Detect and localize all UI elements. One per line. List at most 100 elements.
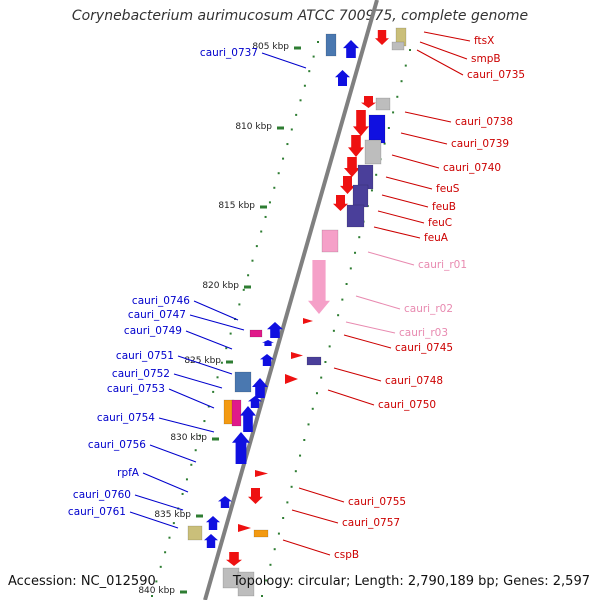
tick-dot-right	[282, 517, 285, 519]
gene-arrow-forward	[248, 396, 262, 408]
gene-block	[237, 571, 255, 597]
right-label-9-leader	[373, 226, 421, 239]
tick-dot-right	[387, 127, 390, 129]
left-label-7: cauri_0754	[97, 412, 155, 424]
genome-backbone	[203, 0, 379, 600]
tick-dot-left	[264, 215, 267, 218]
tick-dot-left	[216, 376, 219, 379]
gene-block	[306, 356, 322, 366]
tick-dot-left	[290, 128, 293, 131]
tick-dot-right	[345, 283, 348, 285]
right-label-1: smpB	[471, 53, 501, 65]
tick-dot-left	[151, 595, 153, 597]
left-label-11: cauri_0761	[68, 506, 126, 518]
ruler-label: 805 kbp	[252, 42, 289, 52]
tick-dot-right	[294, 470, 297, 473]
right-label-12: cauri_r03	[399, 327, 448, 339]
tick-dot-right	[311, 407, 314, 410]
rna-block-cauri_r01	[321, 229, 339, 253]
tick-dot-right	[404, 64, 407, 67]
tick-dot-right	[324, 361, 327, 363]
right-label-6: feuS	[436, 183, 460, 195]
gene-arrow-small	[262, 340, 274, 346]
left-label-1: cauri_0746	[132, 295, 190, 307]
genome-summary-text: Topology: circular; Length: 2,790,189 bp…	[232, 574, 590, 589]
tick-dot-right	[290, 485, 293, 488]
gene-block-cspB	[253, 529, 269, 538]
tick-dot-left	[220, 361, 223, 364]
gene-arrow-forward	[343, 40, 359, 58]
right-label-5-leader	[391, 154, 440, 169]
gene-block-cauri_0746	[249, 329, 263, 338]
left-label-2: cauri_0747	[128, 309, 186, 321]
right-label-1-leader	[419, 41, 468, 60]
right-label-12-leader	[345, 321, 396, 334]
tick-dot-right	[358, 236, 361, 239]
tick-dot-left	[299, 99, 302, 102]
right-label-2: cauri_0735	[467, 69, 525, 81]
tick-dot-right	[277, 532, 280, 535]
right-label-4: cauri_0739	[451, 138, 509, 150]
gene-tiny-reverse	[303, 318, 313, 324]
rna-arrow-cauri_r02	[308, 260, 330, 314]
tick-dot-left	[255, 245, 258, 248]
tick-dot-right	[349, 267, 352, 270]
tick-dot-left	[185, 478, 188, 481]
tick-dot-left	[260, 230, 263, 233]
right-label-14: cauri_0748	[385, 375, 443, 387]
right-label-11-leader	[355, 295, 401, 310]
tick-dot-right	[392, 111, 395, 114]
tick-dot-right	[400, 80, 403, 83]
gene-arrow-cauri_0760	[206, 516, 220, 530]
left-label-10: cauri_0760	[73, 489, 131, 501]
left-label-8-leader	[149, 444, 197, 463]
right-label-5: cauri_0740	[443, 162, 501, 174]
ruler-label: 835 kbp	[154, 510, 191, 520]
right-label-8-leader	[377, 210, 425, 224]
left-label-9: rpfA	[117, 467, 140, 479]
left-label-5: cauri_0752	[112, 368, 170, 380]
kbp-ruler: 805 kbp 810 kbp 815 kbp 820 kbp 825 kbp 830 k…	[138, 42, 301, 596]
tick-dot-left	[190, 463, 193, 466]
tick-dot-left	[229, 332, 232, 335]
ruler-label: 830 kbp	[170, 433, 207, 443]
gene-block-cauri_0754	[231, 399, 242, 427]
tick-dot-right	[337, 314, 340, 317]
tick-dot-right	[299, 454, 302, 457]
tick-dot-right	[286, 501, 289, 504]
right-label-4-leader	[400, 132, 448, 145]
tick-dot-left	[164, 551, 167, 554]
right-label-2-leader	[416, 49, 464, 76]
right-label-7-leader	[381, 194, 429, 208]
gene-tiny-reverse	[255, 470, 268, 477]
gene-arrow-cauri_0755	[248, 488, 263, 504]
tick-dot-right	[307, 423, 310, 426]
tick-dot-left	[317, 41, 319, 43]
tick-dot-left	[303, 84, 306, 87]
tick-dot-left	[295, 113, 298, 116]
left-label-11-leader	[129, 511, 179, 529]
gene-block	[391, 41, 405, 51]
tick-dot-right	[328, 345, 331, 348]
left-label-1-leader	[193, 300, 239, 321]
accession-text: Accession: NC_012590	[8, 574, 156, 589]
tick-dot-left	[203, 420, 206, 423]
tick-dot-left	[225, 347, 228, 350]
map-title: Corynebacterium aurimucosum ATCC 700975,…	[71, 8, 529, 24]
gene-arrow-reverse	[348, 135, 364, 157]
gene-arrow-forward	[240, 406, 256, 432]
right-label-6-leader	[385, 176, 433, 190]
gene-arrow-forward	[260, 354, 274, 366]
tick-dot-right	[383, 142, 386, 145]
right-label-13: cauri_0745	[395, 342, 453, 354]
gene-arrow-forward	[204, 534, 218, 548]
gene-block-cauri_0751	[234, 371, 252, 393]
gene-block-cauri_0740	[364, 139, 382, 165]
right-label-9: feuA	[424, 232, 449, 244]
gene-block-feuB	[352, 184, 369, 208]
left-label-3: cauri_0749	[124, 325, 182, 337]
right-label-0: ftsX	[474, 35, 494, 47]
tick-dot-left	[282, 157, 285, 160]
tick-dot-left	[242, 288, 245, 291]
gene-arrow-cauri_0756	[232, 432, 250, 464]
